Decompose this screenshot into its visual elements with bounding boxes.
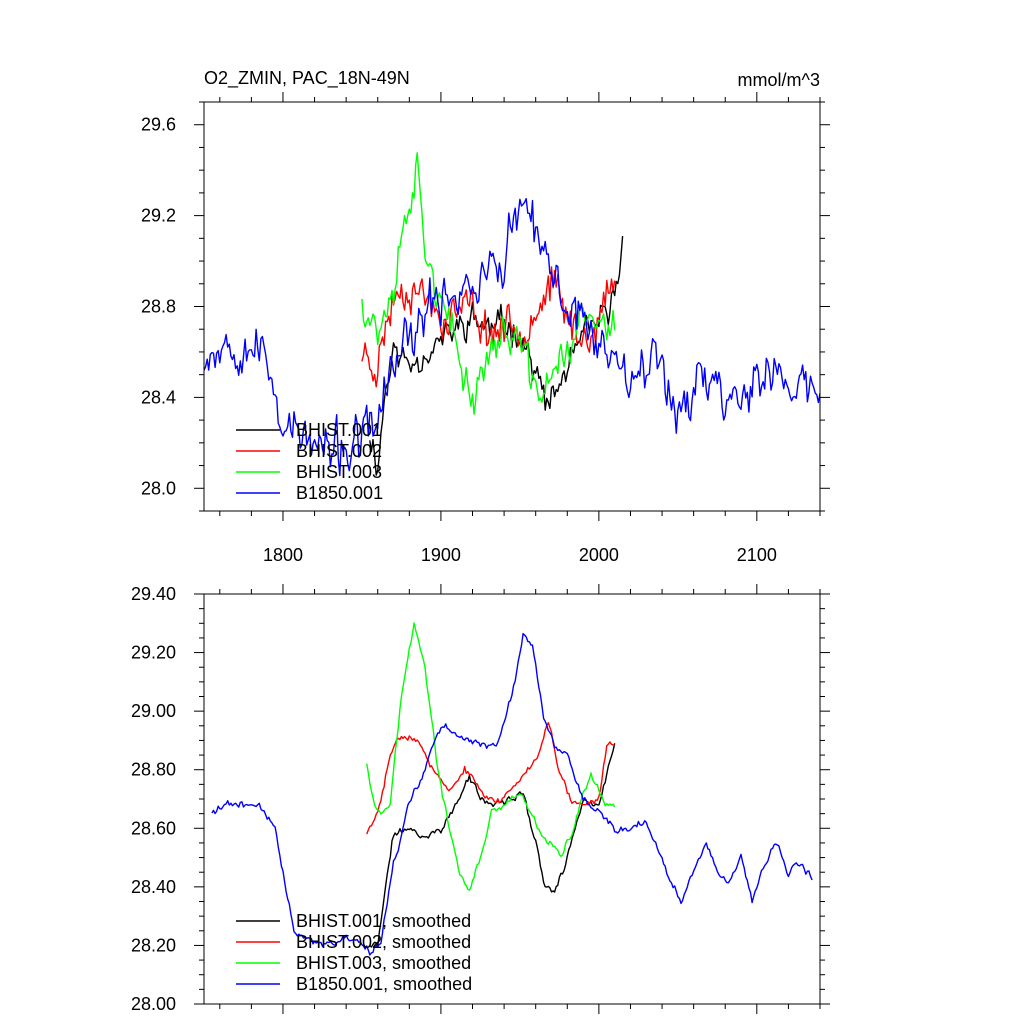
legend-label: B1850.001 [296, 483, 383, 503]
smoothed-timeseries-panel: 28.00 28.20 28.40 28.60 28.80 29.00 29.20 29.40… [131, 584, 830, 1014]
series-line-b1850-001-smoothed [211, 632, 813, 956]
legend-label: BHIST.002, smoothed [296, 932, 471, 952]
y-tick-label: 28.4 [141, 387, 176, 407]
legend-label: BHIST.001 [296, 420, 382, 440]
series-line-bhist-002-smoothed [366, 722, 615, 835]
y-tick-label: 28.20 [131, 935, 176, 955]
x-tick-label: 1800 [263, 545, 303, 565]
y-tick-label: 29.20 [131, 643, 176, 663]
legend-label: B1850.001, smoothed [296, 974, 472, 994]
y-tick-label: 28.80 [131, 760, 176, 780]
raw-timeseries-panel: O2_ZMIN, PAC_18N-49N mmol/m^3 1800 1900 20… [141, 68, 830, 565]
legend-label: BHIST.001, smoothed [296, 911, 471, 931]
legend-label: BHIST.003 [296, 462, 382, 482]
y-tick-label: 29.40 [131, 584, 176, 604]
series-line-bhist-003 [361, 152, 616, 415]
y-tick-label: 29.2 [141, 206, 176, 226]
series-line-bhist-001 [369, 236, 624, 476]
legend-label: BHIST.002 [296, 441, 382, 461]
x-tick-label: 1900 [421, 545, 461, 565]
panel-title-left: O2_ZMIN, PAC_18N-49N [204, 68, 410, 89]
series-line-b1850-001 [204, 197, 820, 477]
y-tick-label: 28.40 [131, 877, 176, 897]
y-tick-label: 28.0 [141, 478, 176, 498]
series-line-bhist-002 [361, 266, 616, 388]
y-tick-label: 29.6 [141, 115, 176, 135]
y-tick-label: 28.00 [131, 994, 176, 1014]
series-line-bhist-003-smoothed [366, 622, 616, 891]
y-tick-label: 28.60 [131, 818, 176, 838]
units-label: mmol/m^3 [738, 70, 820, 90]
legend-label: BHIST.003, smoothed [296, 953, 471, 973]
x-tick-label: 2000 [579, 545, 619, 565]
y-tick-label: 29.00 [131, 701, 176, 721]
series-line-bhist-001-smoothed [369, 743, 616, 948]
y-tick-label: 28.8 [141, 297, 176, 317]
x-tick-label: 2100 [737, 545, 777, 565]
